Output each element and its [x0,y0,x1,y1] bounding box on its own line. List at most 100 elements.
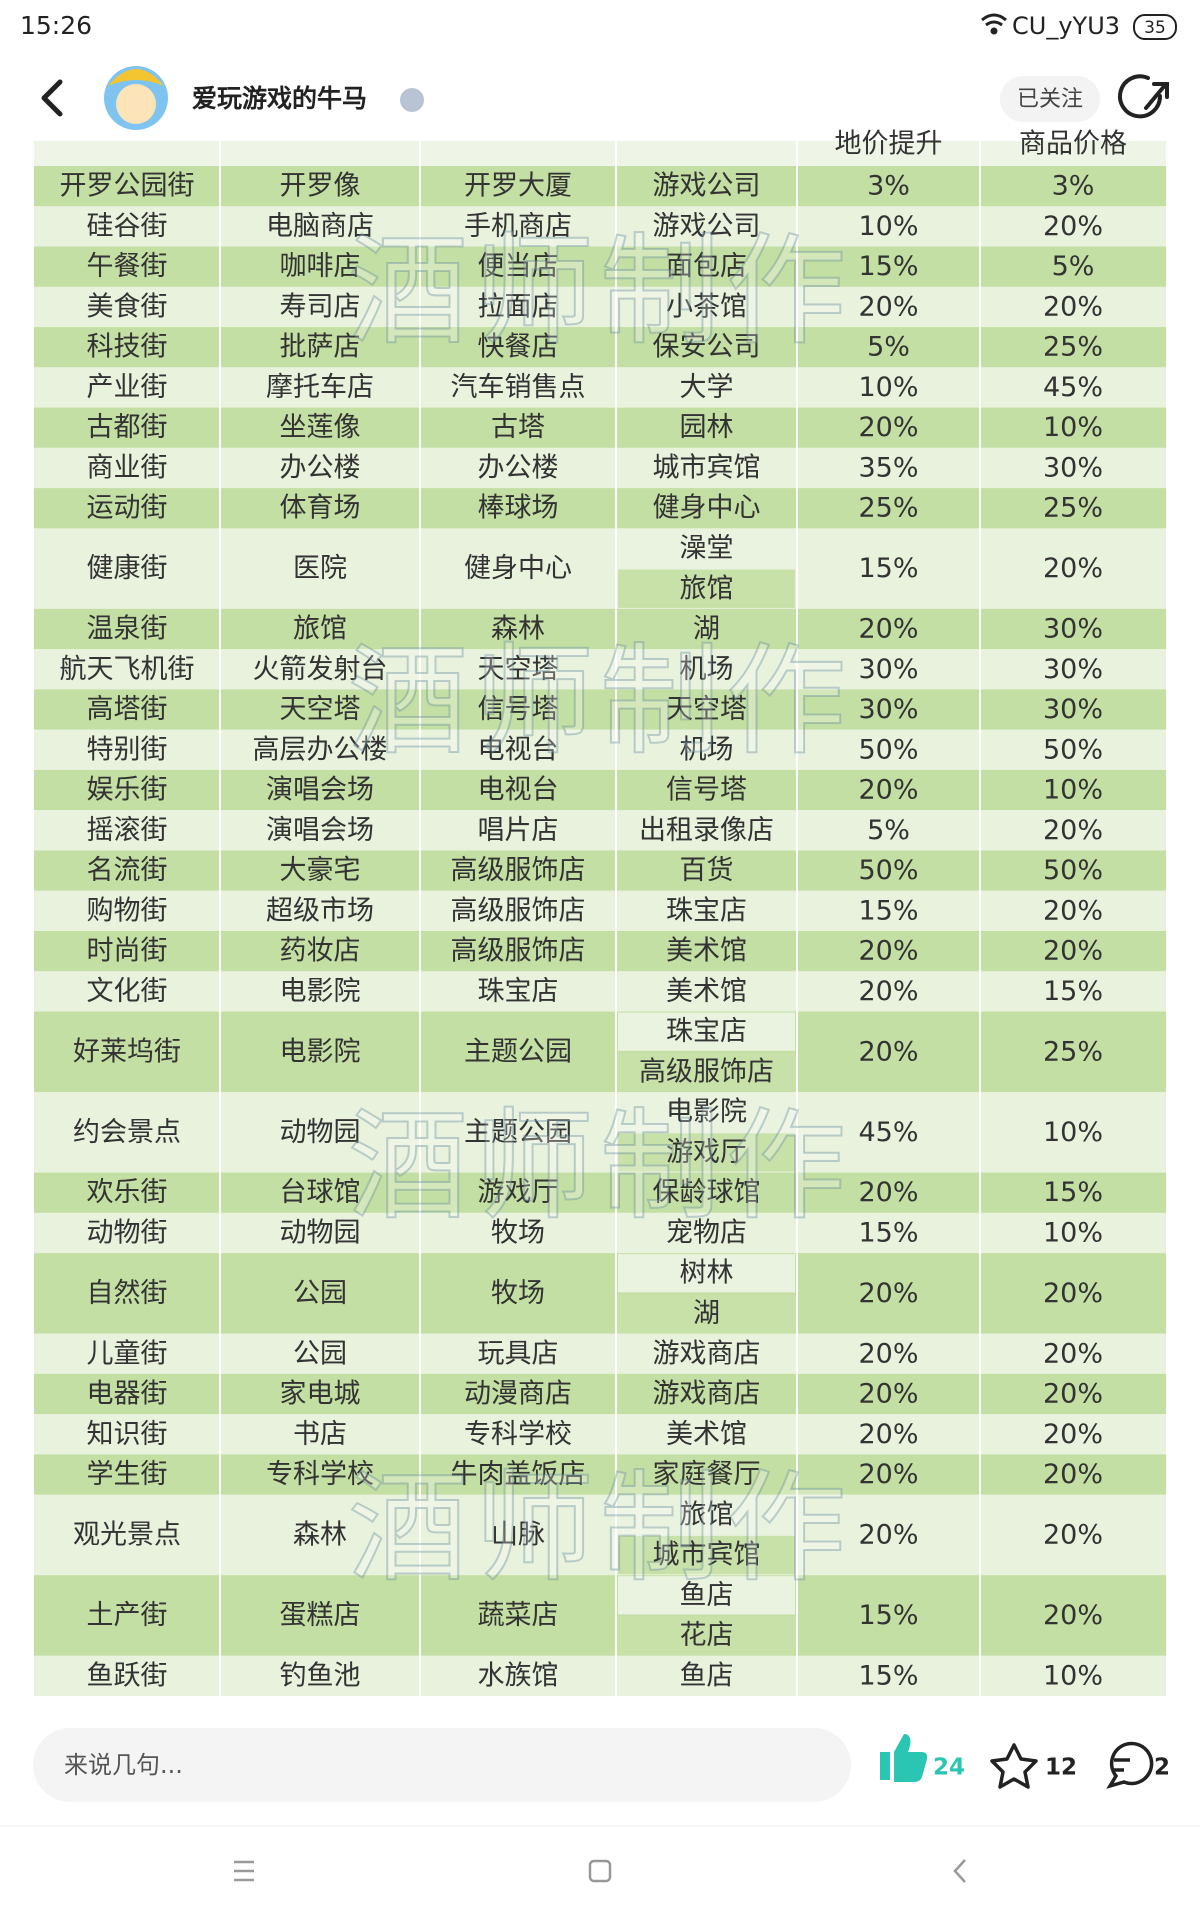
table-cell: 30% [1043,452,1103,483]
table-cell: 3% [1052,171,1095,202]
table-cell: 娱乐街 [87,775,168,806]
table-subcell [618,1093,795,1132]
table-cell: 鱼跃街 [87,1660,168,1691]
nav-menu[interactable] [234,1860,254,1882]
battery-icon [1133,14,1177,40]
table-header-cell: 商品价格 [1019,129,1127,160]
table-cell: 手机商店 [464,211,572,242]
nav-back[interactable] [953,1859,966,1883]
table-cell: 高级服饰店 [451,855,586,886]
watermark: 酒师制作 [348,1098,852,1237]
watermark: 酒师制作 [348,223,852,362]
table-cell: 家庭餐厅 [653,1459,761,1490]
table-cell: 20% [858,1419,918,1450]
table-cell: 20% [858,1459,918,1490]
table-cell: 10% [858,372,918,403]
table-cell: 10% [1043,1217,1103,1248]
table-cell: 名流街 [87,855,168,886]
comment-count[interactable]: 2 [1154,1755,1170,1781]
table-row [34,528,1166,609]
nav-bar [234,1859,966,1883]
table-cell: 书店 [293,1419,347,1450]
table-cell: 保龄球馆 [653,1177,761,1208]
table-cell: 城市宾馆 [653,1540,761,1571]
table-cell: 5% [1052,251,1095,282]
table-row [34,447,1166,489]
follow-button[interactable] [1000,76,1100,122]
table-cell: 电视台 [478,775,559,806]
table-row [34,206,1166,247]
table-cell: 演唱会场 [266,775,374,806]
table-row [34,1092,1166,1173]
table-cell: 牛肉盖饭店 [451,1459,586,1490]
table-cell: 运动街 [87,493,168,524]
table-cell: 动物园 [280,1217,361,1248]
table-cell: 专科学校 [266,1459,374,1490]
table-cell: 约会景点 [73,1117,181,1148]
table-cell: 办公楼 [478,452,559,483]
table-cell: 20% [1043,291,1103,322]
table-row [34,1011,1166,1093]
table-row [34,246,1166,287]
watermark: 酒师制作 [348,633,852,772]
table-cell: 超级市场 [266,895,374,926]
table-cell: 美术馆 [666,936,747,967]
table-cell: 澡堂 [680,533,734,564]
table-cell: 观光景点 [73,1519,181,1550]
table-cell: 珠宝店 [666,895,747,926]
like-count[interactable]: 24 [933,1755,965,1781]
table-row [34,1172,1166,1213]
username[interactable]: 爱玩游戏的牛马 [192,84,367,113]
table-cell: 20% [1043,1338,1103,1369]
table-cell: 天空塔 [478,654,559,685]
table-cell: 10% [1043,412,1103,443]
table-cell: 天空塔 [280,694,361,725]
like-icon[interactable] [880,1734,928,1782]
table-cell: 保安公司 [653,332,761,363]
share-button[interactable] [1118,74,1169,119]
table-row [34,608,1166,650]
table-cell: 健康街 [87,553,168,584]
comment-input[interactable] [33,1728,851,1802]
table-cell: 儿童街 [87,1338,168,1369]
table-cell: 时尚街 [87,936,168,967]
table-cell: 唱片店 [478,815,559,846]
table-cell: 10% [1043,1117,1103,1148]
table-cell: 旅馆 [293,614,347,645]
back-button[interactable] [41,79,63,117]
table-cell: 25% [1043,332,1103,363]
table-cell: 山脉 [491,1519,545,1550]
table-cell: 美术馆 [666,1419,747,1450]
favorite-count[interactable]: 12 [1045,1755,1077,1781]
table-cell: 30% [1043,654,1103,685]
table-cell: 办公楼 [280,452,361,483]
table-cell: 开罗像 [280,171,361,202]
table-cell: 温泉街 [87,614,168,645]
favorite-icon[interactable] [990,1743,1038,1789]
table-cell: 10% [1043,775,1103,806]
table-cell: 旅馆 [680,1499,734,1530]
table-cell: 城市宾馆 [653,452,761,483]
table-cell: 公园 [293,1338,347,1369]
follow-button-label[interactable]: 已关注 [1017,87,1083,112]
table-cell: 15% [858,251,918,282]
table-cell: 20% [858,614,918,645]
table-cell: 30% [858,654,918,685]
table-subcell [618,1052,795,1092]
table-row [34,649,1166,690]
table-cell: 森林 [293,1519,347,1550]
status-time: 15:26 [20,11,92,40]
table-cell: 蔬菜店 [478,1600,559,1631]
table-cell: 台球馆 [280,1177,361,1208]
table-cell: 珠宝店 [478,976,559,1007]
table-cell: 25% [1043,493,1103,524]
table-cell: 坐莲像 [280,412,361,443]
table-subcell [618,1254,795,1293]
table-cell: 蛋糕店 [280,1600,361,1631]
nav-home[interactable] [588,1859,612,1883]
table-cell: 20% [1043,1379,1103,1410]
comment-placeholder[interactable]: 来说几句... [64,1751,183,1779]
table-cell: 医院 [293,553,347,584]
comment-icon[interactable] [1106,1741,1154,1789]
table-cell: 20% [1043,211,1103,242]
